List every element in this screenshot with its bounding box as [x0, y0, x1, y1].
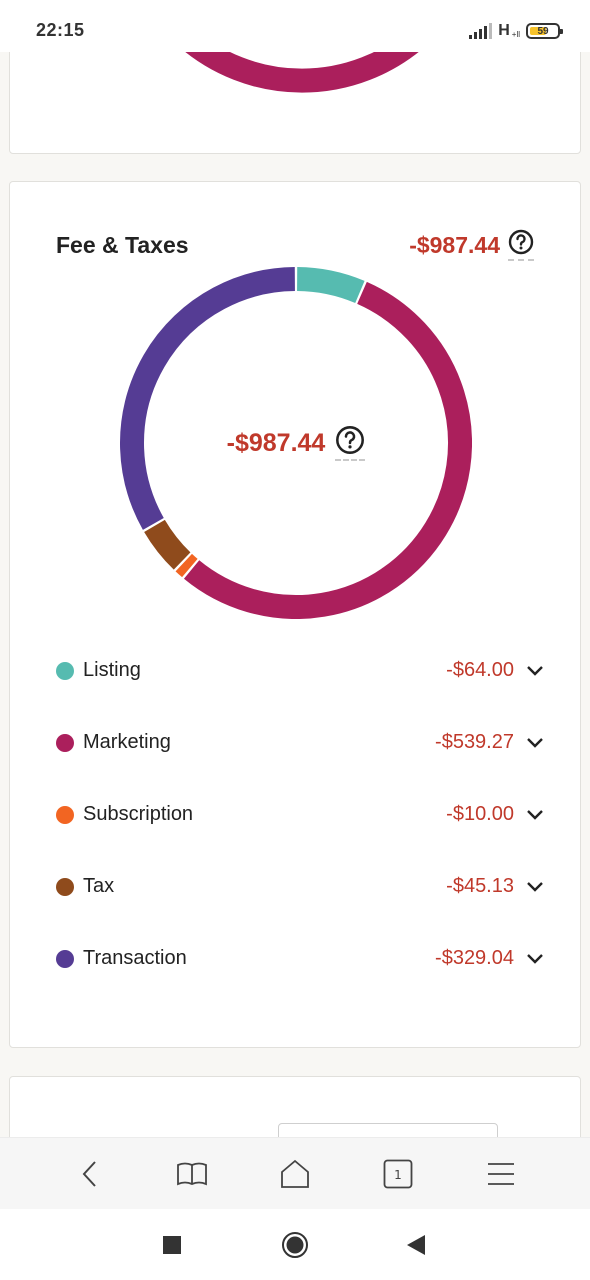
signal-icon: [469, 23, 493, 39]
system-navigation-bar: [0, 1209, 590, 1280]
network-type: H: [498, 22, 510, 39]
system-back-button[interactable]: [386, 1209, 446, 1280]
browser-toolbar: 1: [0, 1137, 590, 1209]
donut-center-total: -$987.44: [226, 428, 326, 457]
fee-label: Subscription: [83, 803, 194, 825]
fee-label: Listing: [83, 659, 141, 681]
fee-row-marketing[interactable]: Marketing -$539.27: [56, 724, 544, 796]
fee-row-subscription[interactable]: Subscription -$10.00: [56, 796, 544, 868]
fees-taxes-card: Fee & Taxes -$987.44 -$987.44: [9, 181, 581, 1048]
home-circle-icon: [282, 1231, 308, 1258]
browser-back-button[interactable]: [60, 1138, 120, 1210]
chevron-down-icon[interactable]: [526, 737, 544, 749]
bookmarks-button[interactable]: [162, 1138, 222, 1210]
bookmarks-icon: [177, 1162, 207, 1186]
legend-dot: [56, 662, 74, 680]
recents-button[interactable]: [142, 1209, 202, 1280]
system-home-button[interactable]: [265, 1209, 325, 1280]
fee-breakdown-list: Listing -$64.00 Marketing -$539.27 Subsc…: [56, 652, 544, 1012]
chevron-down-icon[interactable]: [526, 881, 544, 893]
fee-amount: -$10.00: [446, 803, 514, 825]
fee-amount: -$45.13: [446, 875, 514, 897]
menu-icon: [488, 1163, 514, 1185]
browser-menu-button[interactable]: [471, 1138, 531, 1210]
legend-dot: [56, 950, 74, 968]
battery-level: 59: [537, 25, 549, 37]
status-time: 22:15: [36, 20, 85, 40]
donut-segment-tax[interactable]: [144, 519, 191, 570]
total-amount: -$987.44: [409, 231, 500, 258]
fee-amount: -$329.04: [435, 947, 514, 969]
chevron-down-icon[interactable]: [526, 665, 544, 677]
help-button[interactable]: [508, 229, 534, 261]
donut-segment-listing[interactable]: [296, 267, 365, 304]
network-activity: +ll: [511, 29, 520, 39]
legend-dot: [56, 734, 74, 752]
donut-help-button[interactable]: [335, 425, 366, 461]
tab-count: 1: [394, 1168, 402, 1182]
tabs-icon: 1: [383, 1159, 413, 1189]
donut-segment-subscription[interactable]: [175, 553, 198, 578]
donut-segment-transaction[interactable]: [120, 267, 295, 530]
recents-icon: [163, 1235, 181, 1254]
browser-home-button[interactable]: [265, 1138, 325, 1210]
question-circle-icon: [508, 229, 534, 255]
legend-dot: [56, 878, 74, 896]
donut-chart-svg: [120, 267, 472, 619]
card-title: Fee & Taxes: [56, 232, 189, 258]
back-icon: [82, 1161, 96, 1187]
fee-row-transaction[interactable]: Transaction -$329.04: [56, 940, 544, 1012]
donut-chart: -$987.44: [120, 267, 472, 619]
fee-label: Marketing: [83, 731, 171, 753]
tabs-button[interactable]: 1: [368, 1138, 428, 1210]
back-triangle-icon: [407, 1234, 425, 1255]
chevron-down-icon[interactable]: [526, 809, 544, 821]
donut-center: -$987.44: [120, 267, 472, 619]
fee-amount: -$539.27: [435, 731, 514, 753]
status-indicators: H +ll 59: [469, 20, 563, 42]
battery-icon: 59: [526, 23, 563, 39]
question-circle-icon: [336, 426, 365, 454]
previous-chart-arc: [178, 27, 426, 93]
header-total: -$987.44: [409, 229, 534, 261]
status-bar: 22:15 H +ll 59: [0, 0, 590, 52]
fee-label: Tax: [83, 875, 115, 897]
legend-dot: [56, 806, 74, 824]
fee-row-listing[interactable]: Listing -$64.00: [56, 652, 544, 724]
donut-segment-marketing[interactable]: [183, 281, 472, 619]
fee-amount: -$64.00: [446, 659, 514, 681]
chevron-down-icon[interactable]: [526, 953, 544, 965]
fee-label: Transaction: [83, 947, 187, 969]
home-icon: [281, 1159, 309, 1188]
fee-row-tax[interactable]: Tax -$45.13: [56, 868, 544, 940]
